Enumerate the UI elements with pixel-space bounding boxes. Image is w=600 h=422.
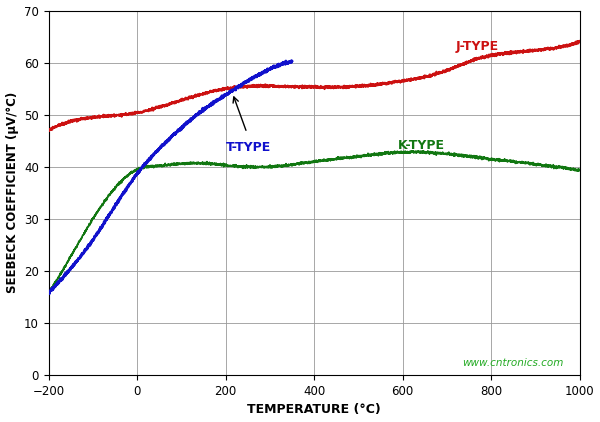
Text: T-TYPE: T-TYPE: [226, 141, 271, 154]
Text: www.cntronics.com: www.cntronics.com: [463, 358, 564, 368]
X-axis label: TEMPERATURE (°C): TEMPERATURE (°C): [247, 403, 381, 417]
Text: K-TYPE: K-TYPE: [398, 138, 445, 151]
Y-axis label: SEEBECK COEFFICIENT (μV/°C): SEEBECK COEFFICIENT (μV/°C): [5, 92, 19, 293]
Text: J-TYPE: J-TYPE: [456, 40, 499, 53]
